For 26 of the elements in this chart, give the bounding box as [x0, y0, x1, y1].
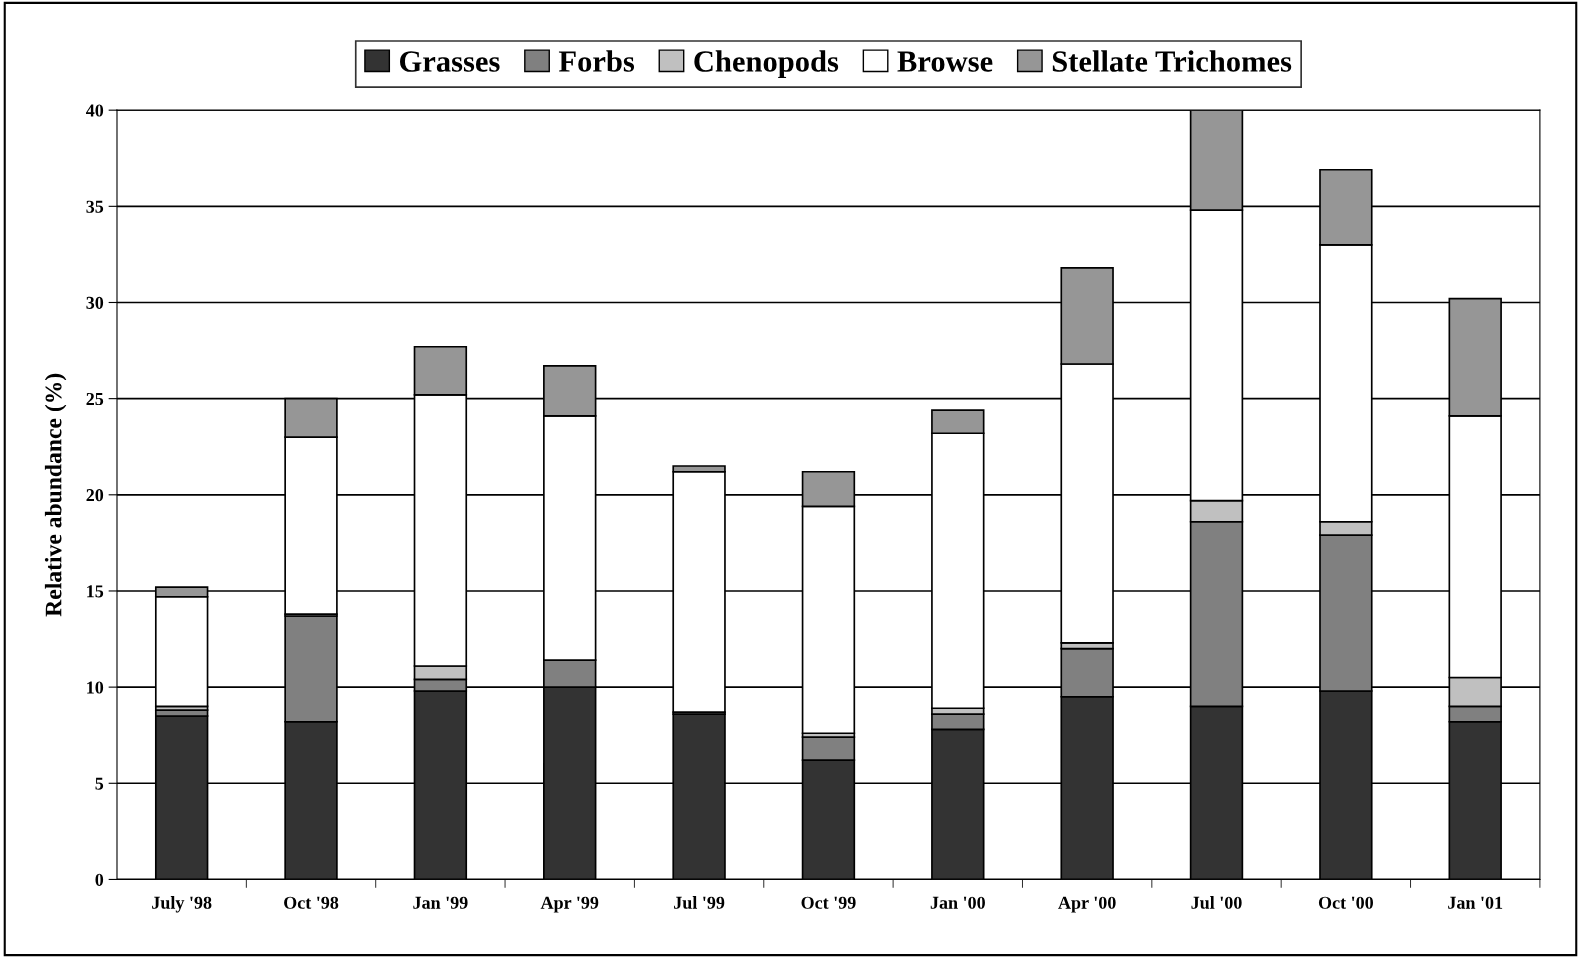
y-tick-label: 5: [95, 777, 104, 790]
x-tick-label: Apr '99: [540, 896, 599, 913]
x-tick-label: Apr '00: [1058, 896, 1116, 913]
legend-label: Grasses: [400, 51, 500, 72]
x-tick-label: Jan '99: [413, 896, 468, 909]
legend-label: Chenopods: [694, 50, 839, 79]
y-tick-label: 30: [86, 296, 104, 309]
y-tick-label: 35: [86, 200, 104, 213]
y-tick-label: 15: [87, 585, 104, 598]
y-tick-label: 0: [95, 873, 104, 886]
x-tick-label: Oct '98: [284, 896, 339, 909]
y-tick-label: 20: [86, 489, 104, 502]
x-tick-label: Jul '00: [1191, 896, 1242, 909]
y-tick-label: 40: [85, 104, 104, 117]
x-tick-label: Jul '99: [674, 896, 725, 909]
x-tick-label: Jan '01: [1448, 896, 1503, 909]
legend-label: Stellate Trichomes: [1052, 50, 1292, 72]
x-tick-label: Oct '99: [801, 896, 856, 909]
legend-label: Forbs: [558, 50, 635, 72]
legend-label: Browse: [897, 51, 993, 72]
y-tick-label: 10: [87, 681, 104, 694]
y-axis-title: Relative abundance (%): [44, 373, 67, 617]
y-tick-label: 25: [86, 392, 104, 406]
x-tick-label: Jan '00: [930, 896, 985, 909]
x-tick-label: Oct '00: [1318, 896, 1373, 909]
x-tick-label: July '98: [152, 896, 212, 913]
